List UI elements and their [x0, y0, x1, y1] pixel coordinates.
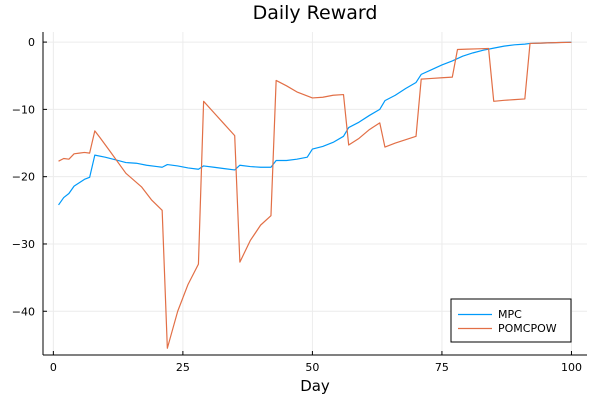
x-axis-title: Day	[300, 377, 330, 395]
y-tick-label: −20	[12, 171, 35, 184]
chart-title: Daily Reward	[253, 2, 378, 24]
x-tick-label: 25	[176, 361, 190, 374]
x-tick-label: 0	[50, 361, 57, 374]
legend-label-pomcpow: POMCPOW	[498, 322, 557, 335]
x-tick-label: 50	[305, 361, 319, 374]
axes: 0 25 50 75 100 0 −10 −20 −30 −40	[12, 32, 587, 374]
series-line-mpc	[58, 41, 572, 206]
y-tick-label: −40	[12, 305, 35, 318]
y-tick-label: −30	[12, 238, 35, 251]
legend: MPC POMCPOW	[450, 298, 572, 343]
x-tick-label: 75	[435, 361, 449, 374]
legend-label-mpc: MPC	[498, 308, 522, 321]
y-tick-label: −10	[12, 103, 35, 116]
y-tick-label: 0	[28, 36, 35, 49]
legend-box	[450, 298, 572, 343]
x-tick-label: 100	[561, 361, 582, 374]
series-line-pomcpow	[58, 41, 572, 349]
series-layer	[58, 41, 572, 349]
